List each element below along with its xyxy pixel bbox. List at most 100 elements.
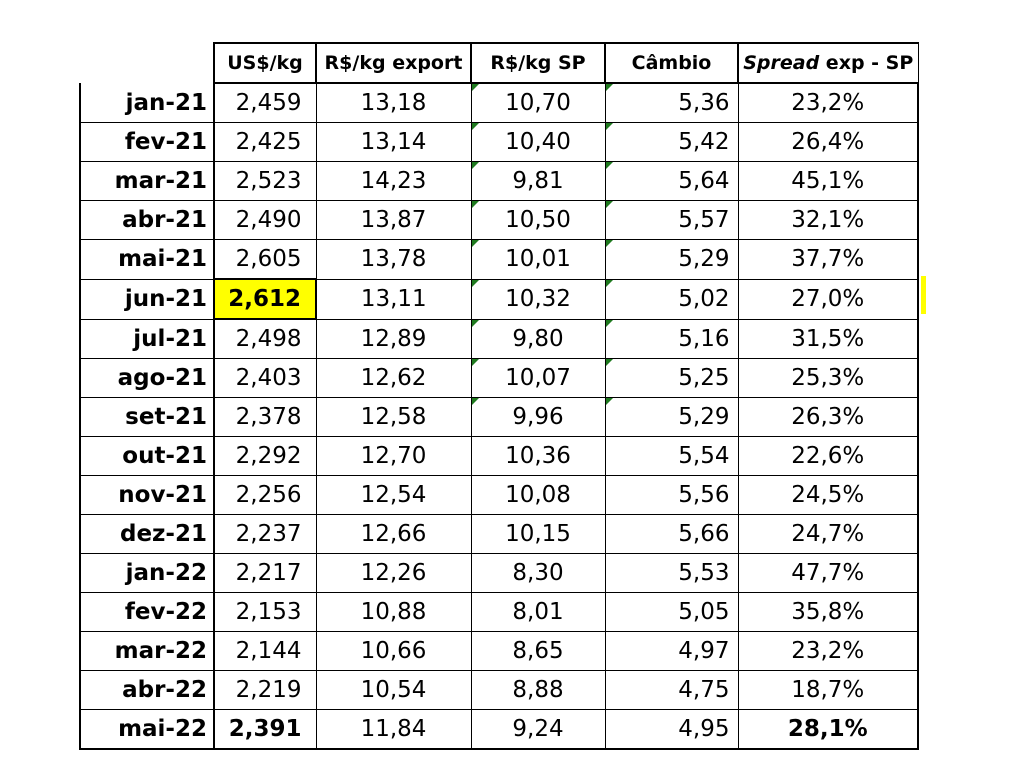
- spread-cell[interactable]: 45,1%: [738, 161, 919, 201]
- col-header-usd[interactable]: US$/kg: [213, 42, 317, 84]
- cambio-cell[interactable]: 5,29: [605, 397, 739, 437]
- usd-cell[interactable]: 2,378: [214, 397, 317, 437]
- usd-cell[interactable]: 2,403: [214, 358, 317, 398]
- month-cell[interactable]: mar-22: [79, 631, 215, 671]
- month-cell[interactable]: fev-21: [79, 122, 215, 162]
- month-cell[interactable]: jul-21: [79, 319, 215, 359]
- cambio-cell[interactable]: 5,05: [605, 592, 739, 632]
- month-cell[interactable]: mai-21: [79, 239, 215, 280]
- usd-cell[interactable]: 2,391: [214, 709, 317, 750]
- usd-cell[interactable]: 2,605: [214, 239, 317, 280]
- spread-cell[interactable]: 27,0%: [738, 279, 919, 320]
- spread-cell[interactable]: 24,5%: [738, 475, 919, 515]
- spread-cell[interactable]: 26,4%: [738, 122, 919, 162]
- usd-cell[interactable]: 2,144: [214, 631, 317, 671]
- export-cell[interactable]: 12,70: [316, 436, 472, 476]
- month-cell[interactable]: mai-22: [79, 709, 215, 750]
- export-cell[interactable]: 14,23: [316, 161, 472, 201]
- cambio-cell[interactable]: 5,16: [605, 319, 739, 359]
- sp-cell[interactable]: 10,08: [471, 475, 606, 515]
- spread-cell[interactable]: 26,3%: [738, 397, 919, 437]
- export-cell[interactable]: 13,78: [316, 239, 472, 280]
- cambio-cell[interactable]: 5,57: [605, 200, 739, 240]
- cambio-cell[interactable]: 5,02: [605, 279, 739, 320]
- export-cell[interactable]: 12,89: [316, 319, 472, 359]
- export-cell[interactable]: 12,62: [316, 358, 472, 398]
- col-header-sp[interactable]: R$/kg SP: [470, 42, 606, 84]
- export-cell[interactable]: 12,54: [316, 475, 472, 515]
- month-cell[interactable]: fev-22: [79, 592, 215, 632]
- month-cell[interactable]: out-21: [79, 436, 215, 476]
- spread-cell[interactable]: 35,8%: [738, 592, 919, 632]
- month-cell[interactable]: jun-21: [79, 279, 215, 320]
- usd-cell[interactable]: 2,490: [214, 200, 317, 240]
- cambio-cell[interactable]: 4,75: [605, 670, 739, 710]
- export-cell[interactable]: 11,84: [316, 709, 472, 750]
- export-cell[interactable]: 12,66: [316, 514, 472, 554]
- sp-cell[interactable]: 8,65: [471, 631, 606, 671]
- sp-cell[interactable]: 9,80: [471, 319, 606, 359]
- cambio-cell[interactable]: 5,25: [605, 358, 739, 398]
- export-cell[interactable]: 12,58: [316, 397, 472, 437]
- export-cell[interactable]: 12,26: [316, 553, 472, 593]
- export-cell[interactable]: 13,87: [316, 200, 472, 240]
- cambio-cell[interactable]: 4,95: [605, 709, 739, 750]
- spread-cell[interactable]: 24,7%: [738, 514, 919, 554]
- month-cell[interactable]: ago-21: [79, 358, 215, 398]
- sp-cell[interactable]: 10,32: [471, 279, 606, 320]
- month-cell[interactable]: abr-22: [79, 670, 215, 710]
- spread-cell[interactable]: 31,5%: [738, 319, 919, 359]
- sp-cell[interactable]: 10,01: [471, 239, 606, 280]
- spread-cell[interactable]: 22,6%: [738, 436, 919, 476]
- usd-cell[interactable]: 2,256: [214, 475, 317, 515]
- sp-cell[interactable]: 10,36: [471, 436, 606, 476]
- cambio-cell[interactable]: 4,97: [605, 631, 739, 671]
- cambio-cell[interactable]: 5,53: [605, 553, 739, 593]
- export-cell[interactable]: 10,88: [316, 592, 472, 632]
- export-cell[interactable]: 13,14: [316, 122, 472, 162]
- usd-cell[interactable]: 2,153: [214, 592, 317, 632]
- spread-cell[interactable]: 28,1%: [738, 709, 919, 750]
- spread-cell[interactable]: 23,2%: [738, 83, 919, 123]
- usd-cell[interactable]: 2,459: [214, 83, 317, 123]
- spread-cell[interactable]: 37,7%: [738, 239, 919, 280]
- sp-cell[interactable]: 10,07: [471, 358, 606, 398]
- sp-cell[interactable]: 8,88: [471, 670, 606, 710]
- spread-cell[interactable]: 47,7%: [738, 553, 919, 593]
- export-cell[interactable]: 10,66: [316, 631, 472, 671]
- month-cell[interactable]: abr-21: [79, 200, 215, 240]
- usd-cell[interactable]: 2,292: [214, 436, 317, 476]
- cambio-cell[interactable]: 5,36: [605, 83, 739, 123]
- sp-cell[interactable]: 10,40: [471, 122, 606, 162]
- cambio-cell[interactable]: 5,54: [605, 436, 739, 476]
- usd-cell[interactable]: 2,523: [214, 161, 317, 201]
- sp-cell[interactable]: 8,01: [471, 592, 606, 632]
- sp-cell[interactable]: 10,70: [471, 83, 606, 123]
- cambio-cell[interactable]: 5,29: [605, 239, 739, 280]
- month-cell[interactable]: dez-21: [79, 514, 215, 554]
- usd-cell[interactable]: 2,425: [214, 122, 317, 162]
- export-cell[interactable]: 13,18: [316, 83, 472, 123]
- usd-cell[interactable]: 2,237: [214, 514, 317, 554]
- month-cell[interactable]: mar-21: [79, 161, 215, 201]
- sp-cell[interactable]: 8,30: [471, 553, 606, 593]
- spread-cell[interactable]: 18,7%: [738, 670, 919, 710]
- spread-cell[interactable]: 25,3%: [738, 358, 919, 398]
- export-cell[interactable]: 13,11: [316, 279, 472, 320]
- cambio-cell[interactable]: 5,42: [605, 122, 739, 162]
- usd-cell[interactable]: 2,217: [214, 553, 317, 593]
- spread-cell[interactable]: 32,1%: [738, 200, 919, 240]
- sp-cell[interactable]: 10,50: [471, 200, 606, 240]
- usd-cell[interactable]: 2,498: [214, 319, 317, 359]
- month-cell[interactable]: jan-21: [79, 83, 215, 123]
- cambio-cell[interactable]: 5,56: [605, 475, 739, 515]
- month-cell[interactable]: nov-21: [79, 475, 215, 515]
- col-header-spread[interactable]: Spread exp - SP: [737, 42, 919, 84]
- sp-cell[interactable]: 9,81: [471, 161, 606, 201]
- col-header-export[interactable]: R$/kg export: [315, 42, 472, 84]
- sp-cell[interactable]: 9,24: [471, 709, 606, 750]
- cambio-cell[interactable]: 5,66: [605, 514, 739, 554]
- col-header-cambio[interactable]: Câmbio: [604, 42, 739, 84]
- usd-cell[interactable]: 2,612: [213, 278, 317, 320]
- month-cell[interactable]: jan-22: [79, 553, 215, 593]
